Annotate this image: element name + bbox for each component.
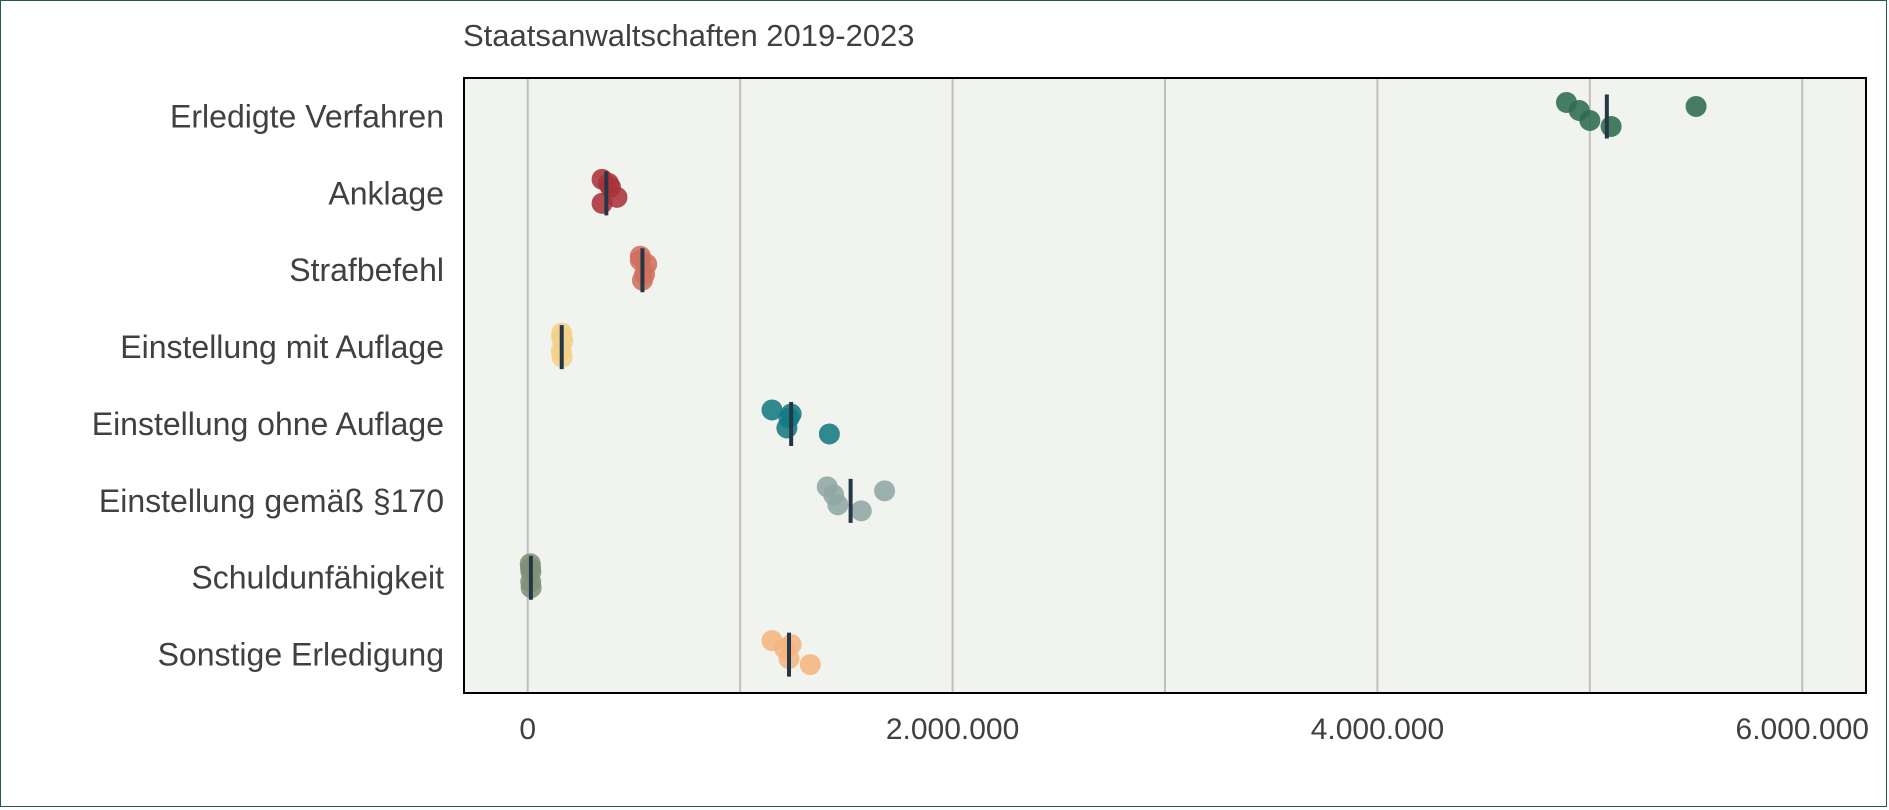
point-4-3 bbox=[818, 423, 840, 445]
point-7-4 bbox=[780, 634, 802, 656]
series-3 bbox=[550, 322, 574, 370]
point-5-2 bbox=[827, 494, 849, 516]
gridlines bbox=[526, 78, 1804, 693]
category-label-0: Erledigte Verfahren bbox=[170, 98, 444, 134]
point-4-0 bbox=[761, 399, 783, 421]
series-7 bbox=[761, 630, 821, 677]
x-tick-label-3: 6.000.000 bbox=[1736, 713, 1869, 746]
x-tick-label-1: 2.000.000 bbox=[886, 713, 1019, 746]
category-label-5: Einstellung gemäß §170 bbox=[99, 483, 444, 519]
series-2 bbox=[629, 245, 658, 293]
series-1 bbox=[591, 168, 628, 216]
category-label-7: Sonstige Erledigung bbox=[158, 637, 444, 673]
point-5-3 bbox=[850, 500, 872, 522]
series-5 bbox=[816, 476, 896, 523]
data-marks bbox=[519, 91, 1707, 677]
series-6 bbox=[519, 553, 542, 600]
x-tick-label-2: 4.000.000 bbox=[1311, 713, 1444, 746]
point-5-4 bbox=[874, 480, 896, 502]
x-axis-ticks: 0 2.000.000 4.000.000 6.000.000 bbox=[519, 713, 1869, 746]
series-4 bbox=[761, 399, 840, 446]
point-1-3 bbox=[591, 192, 613, 214]
series-0 bbox=[1555, 91, 1707, 139]
point-7-3 bbox=[799, 654, 821, 676]
category-label-4: Einstellung ohne Auflage bbox=[92, 406, 444, 442]
point-2-4 bbox=[629, 249, 651, 271]
point-1-4 bbox=[597, 172, 619, 194]
plot-border bbox=[463, 77, 1867, 694]
category-labels: Erledigte Verfahren Anklage Strafbefehl Ein… bbox=[92, 98, 444, 672]
category-label-1: Anklage bbox=[328, 175, 444, 211]
point-0-3 bbox=[1600, 115, 1622, 137]
x-tick-label-0: 0 bbox=[519, 713, 536, 746]
category-label-3: Einstellung mit Auflage bbox=[120, 329, 444, 365]
point-0-4 bbox=[1685, 95, 1707, 117]
chart-title: Staatsanwaltschaften 2019-2023 bbox=[463, 18, 915, 53]
category-label-6: Schuldunfähigkeit bbox=[191, 560, 444, 596]
category-label-2: Strafbefehl bbox=[289, 252, 444, 288]
point-0-2 bbox=[1579, 109, 1601, 131]
